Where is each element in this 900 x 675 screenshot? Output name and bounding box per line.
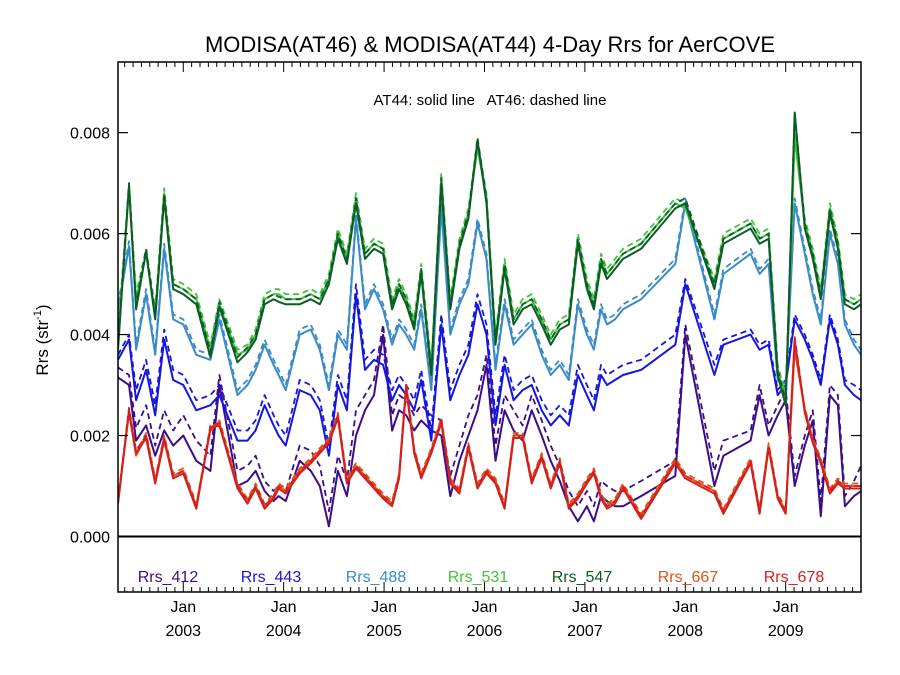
y-tick-label: 0.000 bbox=[70, 529, 110, 546]
x-tick-label-year: 2006 bbox=[467, 623, 503, 640]
y-tick-label: 0.006 bbox=[70, 227, 110, 244]
series-line-solid-rrs-678 bbox=[118, 338, 861, 520]
legend-entry-rrs-443: Rrs_443 bbox=[241, 569, 302, 586]
legend-entry-rrs-678: Rrs_678 bbox=[764, 569, 825, 586]
legend-entry-rrs-667: Rrs_667 bbox=[658, 569, 719, 586]
y-axis-label: Rrs (str-1) bbox=[32, 304, 52, 375]
series-line-solid-rrs-547 bbox=[118, 111, 861, 407]
series-line-solid-rrs-412 bbox=[118, 333, 861, 528]
x-tick-label-year: 2007 bbox=[567, 623, 603, 640]
legend-entry-rrs-488: Rrs_488 bbox=[346, 569, 407, 586]
y-axis-label-main: Rrs (str bbox=[33, 320, 52, 376]
legend-entry-rrs-412: Rrs_412 bbox=[138, 569, 199, 586]
y-axis-label-tail: ) bbox=[33, 304, 52, 310]
legend-entry-rrs-547: Rrs_547 bbox=[552, 569, 613, 586]
series-layer bbox=[118, 111, 861, 528]
x-tick-label-month: Jan bbox=[773, 599, 799, 616]
y-axis-label-sup: -1 bbox=[32, 310, 44, 320]
legend-entry-rrs-531: Rrs_531 bbox=[448, 569, 509, 586]
x-tick-label-year: 2009 bbox=[768, 623, 804, 640]
series-line-solid-rrs-443 bbox=[118, 283, 861, 457]
x-tick-label-month: Jan bbox=[170, 599, 196, 616]
chart-title: MODISA(AT46) & MODISA(AT44) 4-Day Rrs fo… bbox=[205, 32, 775, 57]
legend: Rrs_412 Rrs_443 Rrs_488 Rrs_531 Rrs_547 Rrs_6… bbox=[138, 569, 825, 586]
series-line-solid-rrs-488 bbox=[118, 202, 861, 397]
line-style-annotation: AT44: solid line AT46: dashed line bbox=[374, 92, 607, 109]
x-tick-label-month: Jan bbox=[472, 599, 498, 616]
y-tick-label: 0.002 bbox=[70, 429, 110, 446]
x-tick-label-year: 2004 bbox=[266, 623, 302, 640]
x-tick-label-month: Jan bbox=[572, 599, 598, 616]
y-tick-label: 0.008 bbox=[70, 126, 110, 143]
x-tick-label-year: 2003 bbox=[165, 623, 201, 640]
plot-frame bbox=[117, 61, 862, 593]
series-line-dashed-rrs-412 bbox=[118, 323, 861, 513]
series-line-dashed-rrs-443 bbox=[118, 278, 861, 447]
x-tick-label-year: 2008 bbox=[667, 623, 703, 640]
svg-text:Rrs (str-1): Rrs (str-1) bbox=[32, 304, 52, 375]
x-tick-label-month: Jan bbox=[371, 599, 397, 616]
x-tick-label-year: 2005 bbox=[366, 623, 402, 640]
ticks-layer: 0.000 0.002 0.004 0.006 0.008 Jan 2003 Jan 2004 J… bbox=[70, 62, 862, 640]
y-tick-label: 0.004 bbox=[70, 328, 110, 345]
x-tick-label-month: Jan bbox=[672, 599, 698, 616]
x-tick-label-month: Jan bbox=[271, 599, 297, 616]
